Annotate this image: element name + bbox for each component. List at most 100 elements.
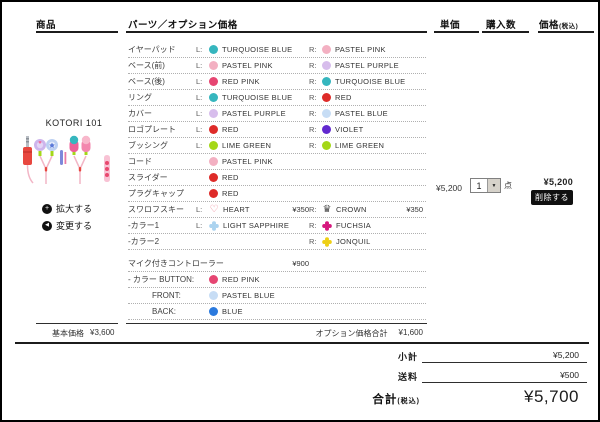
part-option-left: RED <box>196 189 309 198</box>
color-dot-icon <box>209 291 218 300</box>
option-price: ¥900 <box>292 259 309 268</box>
change-button[interactable]: ◀ 変更する <box>42 219 92 232</box>
shipping-underline <box>422 382 587 383</box>
side-prefix: L: <box>196 93 203 102</box>
color-name: LIGHT SAPPHIRE <box>223 221 290 230</box>
base-price-value: ¥3,600 <box>90 328 115 337</box>
color-name: RED <box>335 93 352 102</box>
part-name: カバー <box>128 109 152 118</box>
part-name: ロゴプレート <box>128 125 176 134</box>
flower-icon <box>212 223 216 228</box>
color-name: CROWN <box>336 205 367 214</box>
dropdown-arrow-icon[interactable]: ▼ <box>487 179 500 192</box>
color-dot-icon <box>209 307 218 316</box>
side-prefix: R: <box>309 141 317 150</box>
part-name: スライダー <box>128 173 168 182</box>
part-option-right: R: VIOLET <box>309 125 426 134</box>
color-name: PASTEL PURPLE <box>222 109 286 118</box>
column-header-price: 価格(税込) <box>539 17 578 31</box>
part-option-left: L: ♡ HEART ¥350 <box>196 203 309 215</box>
color-dot-icon <box>209 189 218 198</box>
parts-row: -カラー2 R: JONQUIL <box>128 234 426 250</box>
color-name: PASTEL BLUE <box>335 109 388 118</box>
shipping-label: 送料 <box>397 372 418 382</box>
part-option-left: ¥900 <box>196 259 309 268</box>
enlarge-button-label: 拡大する <box>56 204 93 214</box>
color-name: TURQUOISE BLUE <box>222 45 293 54</box>
part-option-right: R: LIME GREEN <box>309 141 426 150</box>
quantity-unit-label: 点 <box>504 181 512 190</box>
color-name: RED <box>222 173 239 182</box>
side-prefix: R: <box>309 125 317 134</box>
part-option-right: R: PASTEL PINK <box>309 45 426 54</box>
column-header-product: 商品 <box>36 20 57 31</box>
color-dot-icon <box>322 93 331 102</box>
color-name: FUCHSIA <box>336 221 372 230</box>
part-option-left: L: TURQUOISE BLUE <box>196 45 309 54</box>
side-prefix: R: <box>309 205 317 214</box>
parts-row: マイク付きコントローラー ¥900 <box>128 256 426 272</box>
side-prefix: L: <box>196 61 203 70</box>
color-dot-icon <box>209 141 218 150</box>
color-dot-icon <box>209 61 218 70</box>
parts-row: コード PASTEL PINK <box>128 154 426 170</box>
plus-circle-icon: + <box>42 203 52 214</box>
header-underline <box>434 31 479 33</box>
part-option-left: L: RED <box>196 125 309 134</box>
unit-price-value: ¥5,200 <box>436 183 462 193</box>
parts-row: ブッシング L: LIME GREEN R: LIME GREEN <box>128 138 426 154</box>
parts-row: リング L: TURQUOISE BLUE R: RED <box>128 90 426 106</box>
subtotal-value: ¥5,200 <box>553 350 579 360</box>
part-name: - カラー BUTTON: <box>128 275 195 284</box>
quantity-select[interactable]: 1 ▼ <box>470 178 501 193</box>
color-dot-icon <box>209 45 218 54</box>
part-name: プラグキャップ <box>128 189 184 198</box>
total-tax-note: (税込) <box>397 398 420 405</box>
part-name: BACK: <box>152 307 177 316</box>
color-name: PASTEL PURPLE <box>335 61 399 70</box>
table-bottom-line <box>126 323 427 324</box>
change-button-label: 変更する <box>56 221 93 231</box>
subtotal-label: 小計 <box>397 352 418 362</box>
part-name: ベース(後) <box>128 77 165 86</box>
column-header-unit-price: 単価 <box>440 20 461 31</box>
enlarge-button[interactable]: + 拡大する <box>42 202 92 215</box>
color-dot-icon <box>209 157 218 166</box>
flower-icon <box>325 239 329 244</box>
side-prefix: L: <box>196 77 203 86</box>
part-option-left: L: PASTEL PINK <box>196 61 309 70</box>
color-name: BLUE <box>222 307 243 316</box>
part-name: リング <box>128 93 152 102</box>
header-underline <box>482 31 529 33</box>
part-option-left: L: LIME GREEN <box>196 141 309 150</box>
color-name: PASTEL PINK <box>335 45 386 54</box>
shipping-value: ¥500 <box>560 370 579 380</box>
color-name: LIME GREEN <box>335 141 385 150</box>
side-prefix: R: <box>309 93 317 102</box>
part-option-right: R: TURQUOISE BLUE <box>309 77 426 86</box>
color-dot-icon <box>209 125 218 134</box>
column-header-parts: パーツ／オプション価格 <box>128 20 238 31</box>
color-name: RED PINK <box>222 275 260 284</box>
color-name: PASTEL PINK <box>222 61 273 70</box>
quantity-area: 1 ▼ 点 <box>470 178 512 193</box>
part-option-right: R: JONQUIL <box>309 237 426 246</box>
header-underline <box>538 31 594 33</box>
heart-icon: ♡ <box>209 203 219 215</box>
part-option-left: PASTEL BLUE <box>196 291 309 300</box>
delete-button[interactable]: 削除する <box>531 190 573 205</box>
base-price-row: 基本価格 ¥3,600 <box>52 328 114 339</box>
color-dot-icon <box>322 45 331 54</box>
color-name: RED <box>222 125 239 134</box>
price-col-label: 価格 <box>539 20 560 31</box>
base-price-label: 基本価格 <box>52 329 84 338</box>
color-name: HEART <box>223 205 250 214</box>
part-name: イヤーパッド <box>128 45 176 54</box>
side-prefix: R: <box>309 77 317 86</box>
product-name: KOTORI 101 <box>45 118 103 128</box>
color-name: LIME GREEN <box>222 141 272 150</box>
part-option-right: R: RED <box>309 93 426 102</box>
crown-icon: ♛ <box>322 203 332 215</box>
part-name: FRONT: <box>152 291 181 300</box>
parts-row: BACK: BLUE <box>128 304 426 320</box>
